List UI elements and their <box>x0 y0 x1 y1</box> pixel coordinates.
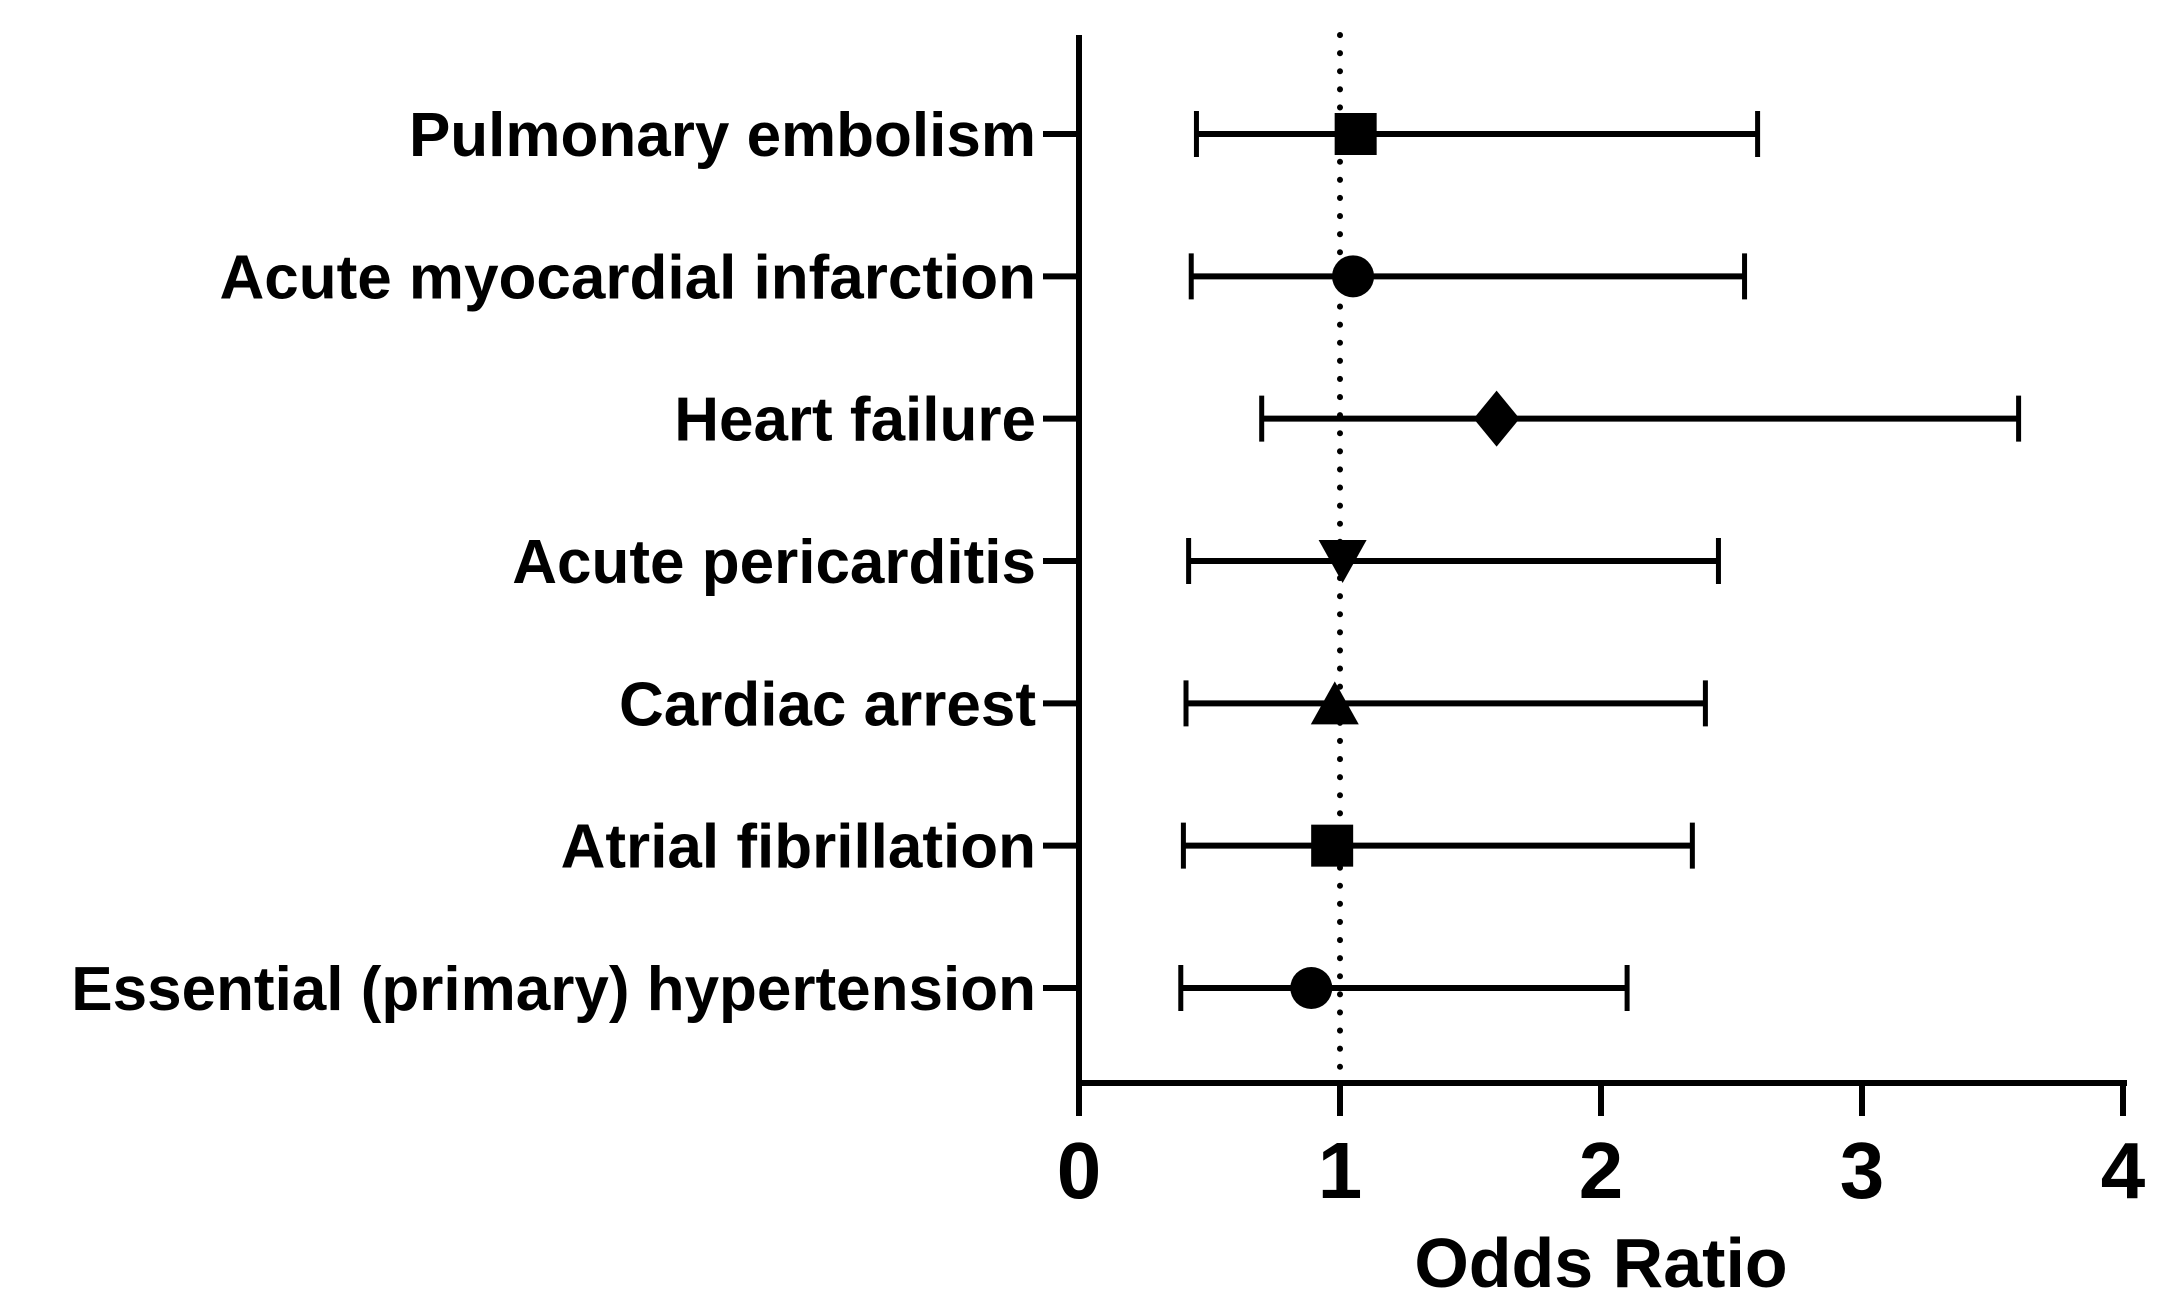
forest-row: Acute myocardial infarction <box>219 243 1748 312</box>
category-label: Pulmonary embolism <box>409 101 1036 170</box>
marker-triangle-down <box>1318 539 1367 583</box>
x-axis-title: Odds Ratio <box>1414 1224 1787 1302</box>
forest-row: Acute pericarditis <box>512 528 1721 597</box>
category-label: Cardiac arrest <box>619 670 1036 739</box>
forest-row: Heart failure <box>674 386 2022 455</box>
category-label: Heart failure <box>674 386 1036 455</box>
marker-circle <box>1290 966 1333 1009</box>
forest-row: Atrial fibrillation <box>561 813 1695 882</box>
marker-square <box>1311 824 1354 867</box>
category-label: Atrial fibrillation <box>561 813 1036 882</box>
x-tick-label: 2 <box>1579 1126 1624 1215</box>
marker-diamond <box>1473 390 1520 447</box>
forest-row: Cardiac arrest <box>619 670 1708 739</box>
marker-square <box>1334 113 1377 155</box>
x-tick-label: 3 <box>1840 1126 1885 1215</box>
x-tick-label: 4 <box>2101 1126 2146 1215</box>
marker-circle <box>1332 255 1375 298</box>
marker-triangle-up <box>1310 681 1359 725</box>
x-tick-label: 1 <box>1318 1126 1363 1215</box>
category-label: Acute pericarditis <box>512 528 1036 597</box>
forest-row: Pulmonary embolism <box>409 101 1761 170</box>
category-label: Essential (primary) hypertension <box>71 955 1036 1024</box>
x-tick-label: 0 <box>1057 1126 1102 1215</box>
category-label: Acute myocardial infarction <box>219 243 1036 312</box>
forest-row: Essential (primary) hypertension <box>71 955 1630 1024</box>
